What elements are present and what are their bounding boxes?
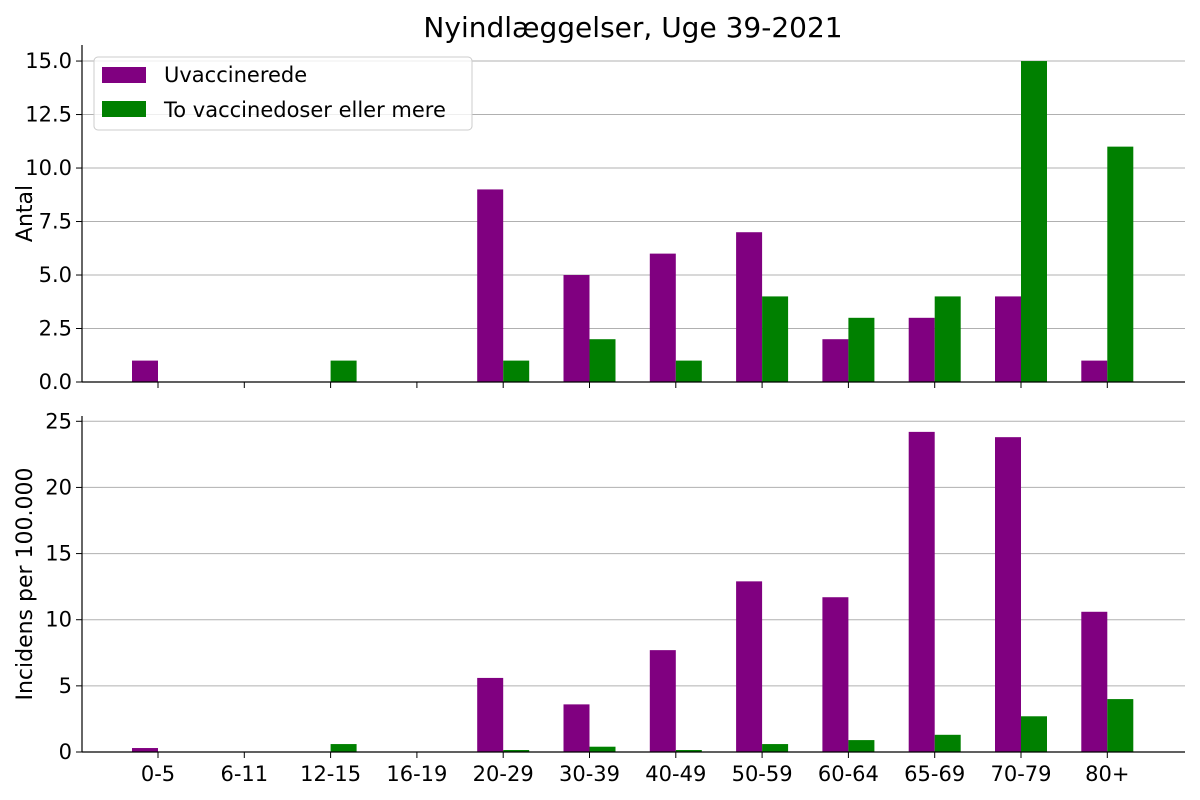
y-tick-label: 7.5: [39, 210, 72, 234]
bar-vaccinerede-70-79: [1021, 716, 1047, 752]
x-tick-label: 40-49: [645, 762, 706, 786]
bar-vaccinerede-12-15: [330, 744, 357, 752]
bar-vaccinerede-65-69: [934, 734, 961, 752]
x-tick-label: 20-29: [473, 762, 534, 786]
x-tick-label: 70-79: [990, 762, 1051, 786]
y-tick-label: 0: [59, 740, 72, 764]
bar-uvaccinerede-40-49: [649, 650, 676, 752]
bar-uvaccinerede-20-29: [477, 677, 504, 752]
y-tick-label: 12.5: [25, 103, 72, 127]
bar-uvaccinerede-30-39: [563, 275, 590, 382]
y-tick-label: 20: [45, 475, 72, 499]
bar-vaccinerede-50-59: [762, 744, 789, 752]
bar-vaccinerede-60-64: [848, 317, 875, 382]
bar-vaccinerede-60-64: [848, 740, 875, 752]
bar-vaccinerede-12-15: [330, 360, 357, 382]
y-tick-label: 0.0: [39, 370, 72, 394]
x-tick-label: 80+: [1085, 762, 1129, 786]
y-axis-label: Antal: [13, 185, 38, 242]
top-panel-antal: 0.0 2.5 5.0 7.5 10.0 12.5 15.0 Antal: [13, 45, 1185, 394]
bar-vaccinerede-80+: [1107, 146, 1134, 382]
bar-vaccinerede-20-29: [503, 360, 530, 382]
bar-uvaccinerede-70-79: [995, 437, 1021, 752]
bar-uvaccinerede-80+: [1081, 360, 1108, 382]
bar-vaccinerede-70-79: [1021, 61, 1047, 383]
y-tick-label: 15: [45, 542, 72, 566]
x-tick-label: 16-19: [386, 762, 447, 786]
legend-label-uvaccinerede: Uvaccinerede: [164, 63, 307, 87]
x-tick-label: 30-39: [559, 762, 620, 786]
bar-uvaccinerede-20-29: [477, 189, 504, 382]
bar-uvaccinerede-70-79: [995, 296, 1021, 382]
bar-uvaccinerede-60-64: [822, 597, 849, 752]
bar-vaccinerede-20-29: [503, 750, 530, 752]
y-tick-label: 15.0: [25, 49, 72, 73]
legend-swatch-vaccinerede: [102, 101, 146, 117]
legend-frame: [93, 56, 473, 131]
bar-vaccinerede-30-39: [589, 746, 616, 752]
x-tick-label: 60-64: [818, 762, 879, 786]
bar-uvaccinerede-50-59: [736, 232, 763, 382]
bar-uvaccinerede-0-5: [132, 748, 158, 752]
bar-uvaccinerede-65-69: [908, 431, 935, 752]
bar-uvaccinerede-40-49: [649, 253, 676, 382]
bar-vaccinerede-30-39: [589, 339, 616, 382]
y-axis-label: Incidens per 100.000: [13, 467, 38, 700]
bar-vaccinerede-40-49: [675, 360, 702, 382]
bar-uvaccinerede-0-5: [132, 360, 158, 382]
y-tick-label: 5.0: [39, 263, 72, 287]
chart-title: Nyindlæggelser, Uge 39-2021: [423, 11, 842, 44]
y-tick-label: 2.5: [39, 317, 72, 341]
bar-uvaccinerede-60-64: [822, 339, 849, 382]
x-tick-label: 50-59: [732, 762, 793, 786]
x-tick-label: 65-69: [904, 762, 965, 786]
x-tick-label: 6-11: [220, 762, 268, 786]
legend: Uvaccinerede To vaccinedoser eller mere: [93, 56, 473, 131]
x-tick-label: 12-15: [300, 762, 361, 786]
y-tick-label: 25: [45, 409, 72, 433]
legend-swatch-uvaccinerede: [102, 67, 146, 83]
bottom-panel-incidens: 0 5 10 15 20 25 0-5 6-11 12-15 16-19 20-29 30-39 40-…: [13, 409, 1185, 786]
bar-vaccinerede-65-69: [934, 296, 961, 382]
bar-vaccinerede-50-59: [762, 296, 789, 382]
x-tick-label: 0-5: [141, 762, 175, 786]
bar-uvaccinerede-80+: [1081, 611, 1108, 752]
bar-uvaccinerede-65-69: [908, 317, 935, 382]
bar-vaccinerede-80+: [1107, 699, 1134, 752]
y-tick-label: 5: [59, 674, 72, 698]
bar-uvaccinerede-50-59: [736, 581, 763, 752]
y-tick-label: 10: [45, 608, 72, 632]
legend-label-vaccinerede: To vaccinedoser eller mere: [163, 98, 446, 122]
bar-uvaccinerede-30-39: [563, 704, 590, 752]
bar-vaccinerede-40-49: [675, 750, 702, 752]
y-tick-label: 10.0: [25, 156, 72, 180]
